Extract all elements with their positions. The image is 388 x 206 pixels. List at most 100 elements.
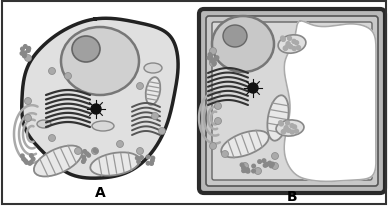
Circle shape — [29, 161, 33, 164]
Circle shape — [296, 46, 301, 50]
Circle shape — [29, 154, 33, 158]
Circle shape — [151, 113, 159, 120]
Circle shape — [21, 48, 24, 52]
Circle shape — [137, 83, 144, 90]
Circle shape — [28, 162, 32, 165]
Circle shape — [215, 103, 222, 110]
Circle shape — [23, 52, 27, 55]
Ellipse shape — [61, 28, 139, 96]
Circle shape — [215, 57, 219, 60]
Text: B: B — [287, 189, 297, 203]
Circle shape — [64, 73, 71, 80]
Circle shape — [212, 63, 216, 66]
Circle shape — [258, 160, 262, 164]
FancyBboxPatch shape — [212, 23, 372, 180]
Circle shape — [268, 162, 272, 165]
Circle shape — [290, 130, 294, 134]
Ellipse shape — [37, 121, 51, 128]
Circle shape — [27, 48, 31, 51]
Circle shape — [288, 37, 291, 41]
Circle shape — [82, 158, 86, 162]
Circle shape — [286, 44, 290, 48]
Circle shape — [48, 135, 55, 142]
Circle shape — [150, 162, 153, 165]
Circle shape — [140, 156, 143, 160]
Ellipse shape — [72, 37, 100, 63]
Circle shape — [242, 166, 245, 170]
Circle shape — [284, 47, 288, 51]
Circle shape — [272, 163, 279, 170]
Circle shape — [287, 129, 291, 133]
Circle shape — [269, 164, 273, 168]
Circle shape — [281, 38, 285, 42]
Circle shape — [22, 157, 26, 161]
Circle shape — [25, 161, 28, 164]
Circle shape — [26, 49, 30, 53]
Circle shape — [135, 156, 139, 160]
Circle shape — [137, 160, 140, 164]
Circle shape — [207, 57, 211, 60]
Circle shape — [93, 149, 97, 152]
Circle shape — [23, 55, 26, 59]
Circle shape — [146, 156, 150, 159]
Circle shape — [24, 115, 31, 122]
Circle shape — [255, 168, 262, 175]
Circle shape — [279, 121, 282, 125]
Ellipse shape — [223, 26, 247, 48]
Circle shape — [246, 168, 249, 172]
Circle shape — [281, 37, 285, 41]
Circle shape — [294, 130, 298, 133]
Ellipse shape — [267, 96, 289, 141]
FancyBboxPatch shape — [199, 10, 385, 193]
Polygon shape — [284, 22, 376, 181]
Circle shape — [294, 42, 298, 46]
Circle shape — [48, 68, 55, 75]
Circle shape — [262, 159, 266, 163]
Circle shape — [27, 47, 31, 51]
Circle shape — [208, 55, 212, 59]
Polygon shape — [22, 19, 178, 178]
Circle shape — [24, 159, 27, 163]
Circle shape — [290, 124, 294, 128]
Circle shape — [242, 169, 246, 173]
Ellipse shape — [146, 78, 160, 105]
Ellipse shape — [276, 120, 304, 136]
Circle shape — [151, 157, 155, 160]
Circle shape — [272, 153, 279, 160]
Circle shape — [20, 52, 24, 56]
Circle shape — [146, 162, 150, 165]
Circle shape — [94, 150, 98, 153]
Circle shape — [210, 60, 217, 67]
Circle shape — [252, 169, 255, 173]
Circle shape — [289, 45, 293, 49]
Circle shape — [286, 121, 289, 125]
Ellipse shape — [212, 17, 274, 73]
Circle shape — [210, 143, 217, 150]
Circle shape — [24, 98, 31, 105]
Circle shape — [81, 160, 85, 164]
Circle shape — [92, 148, 99, 155]
Circle shape — [159, 128, 166, 135]
Ellipse shape — [278, 36, 306, 54]
Circle shape — [210, 48, 217, 55]
Circle shape — [286, 42, 290, 47]
Circle shape — [246, 170, 250, 173]
Circle shape — [151, 159, 154, 163]
Circle shape — [87, 154, 90, 157]
Circle shape — [283, 47, 287, 51]
Circle shape — [85, 152, 89, 156]
Circle shape — [215, 118, 222, 125]
Circle shape — [210, 60, 214, 63]
Circle shape — [282, 130, 286, 134]
Circle shape — [293, 125, 296, 129]
Circle shape — [21, 154, 24, 158]
Circle shape — [212, 59, 215, 63]
Ellipse shape — [90, 153, 140, 176]
Text: A: A — [95, 185, 106, 199]
Circle shape — [241, 163, 248, 170]
FancyBboxPatch shape — [206, 17, 378, 186]
Ellipse shape — [221, 131, 269, 158]
Circle shape — [284, 126, 288, 130]
Ellipse shape — [34, 146, 82, 177]
Circle shape — [222, 151, 229, 158]
